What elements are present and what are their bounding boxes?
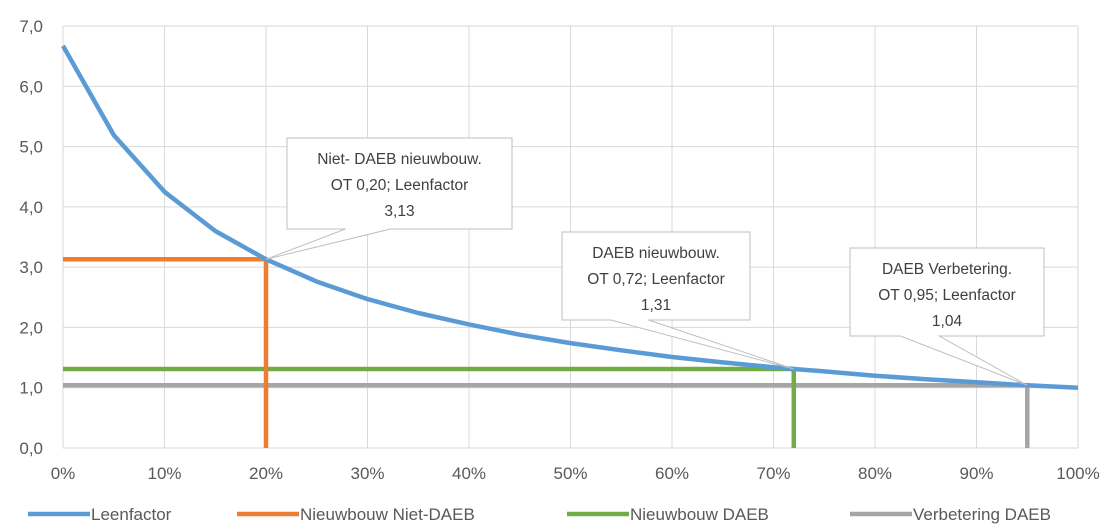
- x-tick-label: 90%: [959, 464, 993, 483]
- callout-text-line: OT 0,95; Leenfactor: [878, 287, 1016, 304]
- y-tick-label: 1,0: [19, 379, 43, 398]
- y-tick-label: 6,0: [19, 77, 43, 96]
- x-tick-label: 100%: [1056, 464, 1099, 483]
- y-tick-label: 2,0: [19, 318, 43, 337]
- y-tick-label: 5,0: [19, 138, 43, 157]
- callout-text-line: 3,13: [384, 203, 414, 220]
- legend-item-verbetering-daeb: Verbetering DAEB: [850, 505, 1051, 524]
- x-tick-label: 50%: [553, 464, 587, 483]
- legend-label: Leenfactor: [91, 505, 172, 524]
- legend-item-nieuwbouw-daeb: Nieuwbouw DAEB: [567, 505, 769, 524]
- callout-niet-daeb: Niet- DAEB nieuwbouw. OT 0,20; Leenfactor…: [265, 137, 513, 260]
- y-tick-label: 4,0: [19, 198, 43, 217]
- legend-label: Verbetering DAEB: [913, 505, 1051, 524]
- callout-daeb-nieuwbouw: DAEB nieuwbouw. OT 0,72; Leenfactor 1,31: [561, 231, 794, 370]
- x-tick-label: 30%: [350, 464, 384, 483]
- legend-item-nieuwbouw-niet-daeb: Nieuwbouw Niet-DAEB: [237, 505, 475, 524]
- x-tick-label: 70%: [756, 464, 790, 483]
- y-tick-label: 7,0: [19, 17, 43, 36]
- callout-text-line: 1,04: [932, 313, 963, 330]
- x-tick-label: 60%: [655, 464, 689, 483]
- callout-box: [849, 247, 1045, 386]
- legend: Leenfactor Nieuwbouw Niet-DAEB Nieuwbouw D…: [28, 505, 1051, 524]
- series-line-verbetering-daeb: [63, 383, 1030, 448]
- x-tick-label: 80%: [858, 464, 892, 483]
- legend-label: Nieuwbouw DAEB: [630, 505, 769, 524]
- x-tick-label: 20%: [249, 464, 283, 483]
- y-tick-label: 0,0: [19, 439, 43, 458]
- x-tick-label: 10%: [147, 464, 181, 483]
- callout-box: [561, 231, 794, 370]
- callout-text-line: DAEB Verbetering.: [882, 261, 1012, 278]
- y-tick-label: 3,0: [19, 258, 43, 277]
- x-axis-tick-labels: 0% 10% 20% 30% 40% 50% 60% 70% 80% 90% 100%: [51, 464, 1100, 483]
- y-axis-tick-labels: 0,0 1,0 2,0 3,0 4,0 5,0 6,0 7,0: [19, 17, 43, 458]
- callout-text-line: Niet- DAEB nieuwbouw.: [317, 151, 482, 168]
- callout-box: [265, 137, 513, 260]
- callouts: Niet- DAEB nieuwbouw. OT 0,20; Leenfactor…: [265, 137, 1045, 386]
- x-tick-label: 40%: [452, 464, 486, 483]
- callout-text-line: DAEB nieuwbouw.: [592, 245, 720, 262]
- legend-label: Nieuwbouw Niet-DAEB: [300, 505, 475, 524]
- callout-text-line: 1,31: [641, 297, 671, 314]
- callout-text-line: OT 0,20; Leenfactor: [331, 177, 469, 194]
- legend-item-leenfactor: Leenfactor: [28, 505, 172, 524]
- x-tick-label: 0%: [51, 464, 76, 483]
- series-line-nieuwbouw-daeb: [63, 366, 797, 448]
- callout-daeb-verbetering: DAEB Verbetering. OT 0,95; Leenfactor 1,04: [849, 247, 1045, 386]
- callout-text-line: OT 0,72; Leenfactor: [587, 271, 725, 288]
- series-line-leenfactor: [61, 44, 1079, 390]
